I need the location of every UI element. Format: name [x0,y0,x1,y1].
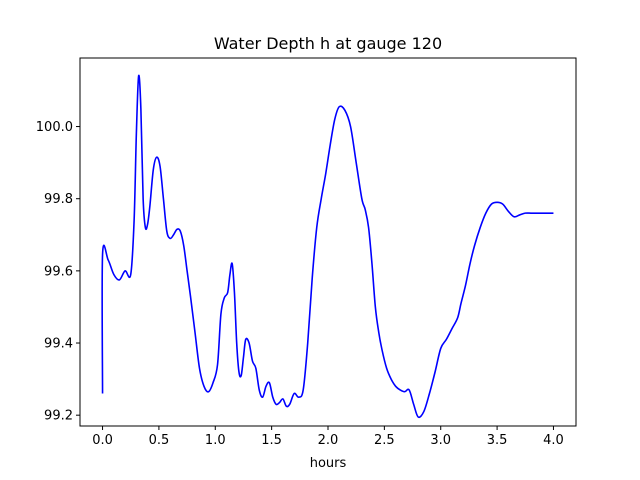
plot-frame [79,57,577,427]
y-tick-label: 100.0 [36,120,73,135]
x-axis-label: hours [310,456,347,471]
x-tick-label: 2.0 [318,433,339,448]
x-tick-label: 0.0 [92,433,113,448]
y-tick-label: 99.2 [44,409,73,424]
chart-title: Water Depth h at gauge 120 [214,34,442,53]
y-tick-label: 99.4 [44,337,73,352]
y-tick-label: 99.8 [44,192,73,207]
x-tick-label: 3.0 [430,433,451,448]
series-line [101,74,554,419]
x-tick-label: 1.5 [261,433,282,448]
x-tick-label: 1.0 [205,433,226,448]
x-tick-label: 0.5 [149,433,170,448]
x-tick-label: 4.0 [543,433,564,448]
x-tick-label: 2.5 [374,433,395,448]
x-tick-label: 3.5 [487,433,508,448]
y-tick-label: 99.6 [44,264,73,279]
